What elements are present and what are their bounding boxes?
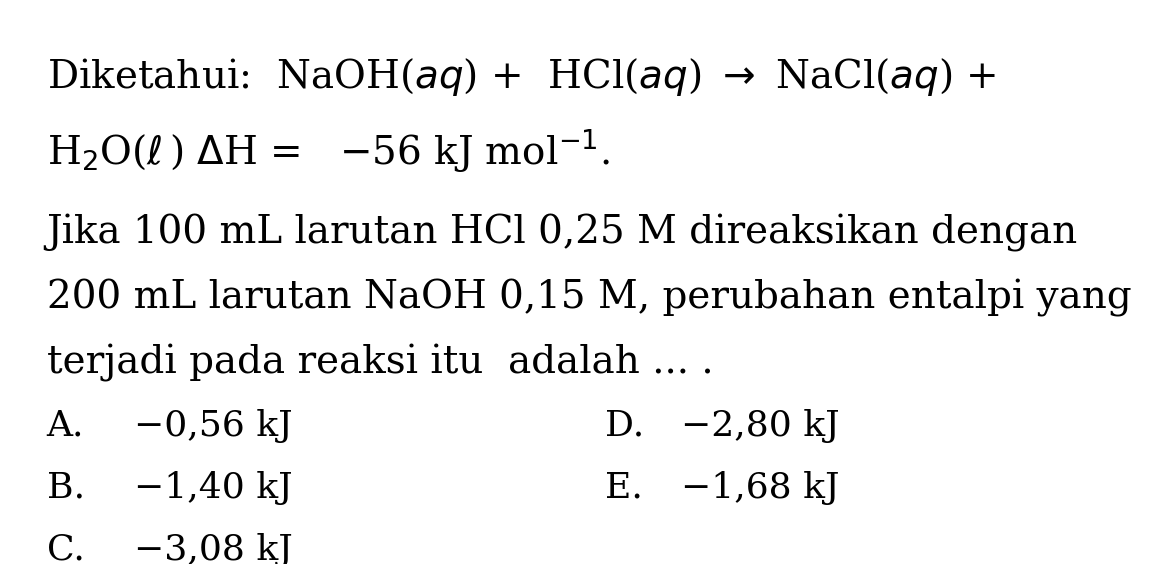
Text: −3,08 kJ: −3,08 kJ [134, 533, 292, 564]
Text: Diketahui:  NaOH($aq$) +  HCl($aq$) $\rightarrow$ NaCl($aq$) +: Diketahui: NaOH($aq$) + HCl($aq$) $\righ… [47, 56, 995, 98]
Text: −2,80 kJ: −2,80 kJ [681, 409, 839, 443]
Text: C.: C. [47, 533, 85, 564]
Text: terjadi pada reaksi itu  adalah ... .: terjadi pada reaksi itu adalah ... . [47, 344, 714, 382]
Text: Jika 100 mL larutan HCl 0,25 M direaksikan dengan: Jika 100 mL larutan HCl 0,25 M direaksik… [47, 214, 1078, 252]
Text: 200 mL larutan NaOH 0,15 M, perubahan entalpi yang: 200 mL larutan NaOH 0,15 M, perubahan en… [47, 279, 1131, 317]
Text: H$_2$O($\ell\,$) $\Delta$H =   $-$56 kJ mol$^{-1}$.: H$_2$O($\ell\,$) $\Delta$H = $-$56 kJ mo… [47, 127, 610, 174]
Text: E.: E. [605, 471, 644, 505]
Text: B.: B. [47, 471, 85, 505]
Text: −1,68 kJ: −1,68 kJ [681, 471, 839, 505]
Text: −1,40 kJ: −1,40 kJ [134, 471, 292, 505]
Text: D.: D. [605, 409, 645, 443]
Text: A.: A. [47, 409, 84, 443]
Text: −0,56 kJ: −0,56 kJ [134, 409, 292, 443]
